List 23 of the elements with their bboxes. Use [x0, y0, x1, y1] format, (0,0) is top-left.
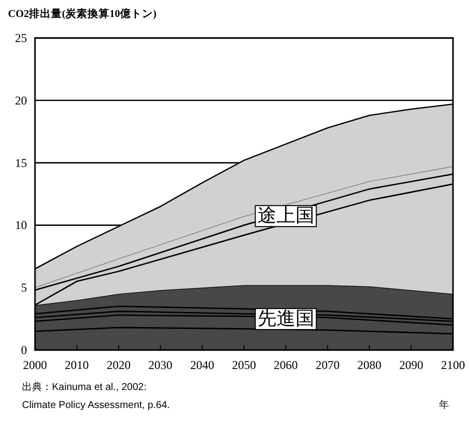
x-tick-label: 2000: [23, 358, 47, 372]
x-tick-label: 2090: [399, 358, 424, 372]
y-tick-label: 20: [15, 93, 27, 108]
source-note: 出典：Kainuma et al., 2002:: [22, 381, 147, 393]
y-tick-label: 10: [15, 218, 27, 232]
x-tick-label: 2070: [316, 358, 340, 372]
series-label: 先進国: [257, 308, 314, 330]
x-tick-label: 2100: [441, 358, 465, 372]
y-tick-label: 0: [21, 343, 27, 357]
series-label: 途上国: [257, 206, 314, 227]
text: Climate Policy Assessment, p.64.: [22, 400, 170, 411]
x-tick-label: 2010: [64, 358, 89, 372]
y-tick-label: 25: [15, 31, 27, 45]
y-axis-title: CO2排出量(炭素換算10億トン): [8, 7, 157, 20]
x-tick-label: 2030: [148, 358, 172, 372]
x-tick-label: 2050: [232, 358, 256, 372]
x-tick-label: 2020: [106, 358, 131, 372]
y-tick-label: 5: [21, 280, 27, 295]
x-tick-label: 2060: [274, 358, 298, 372]
x-tick-label: 2080: [357, 358, 382, 372]
x-tick-label: 2040: [190, 358, 214, 372]
y-tick-label: 15: [15, 156, 27, 170]
x-axis-title: 年: [439, 399, 449, 411]
